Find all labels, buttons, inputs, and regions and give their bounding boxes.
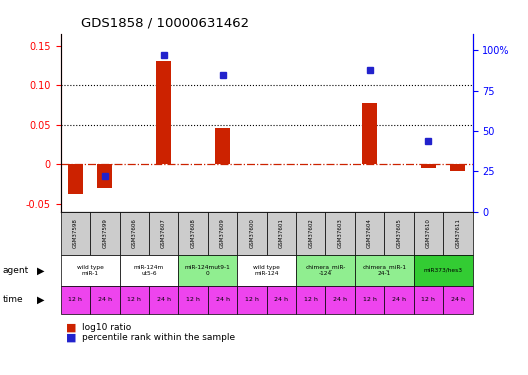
Text: GSM37602: GSM37602 xyxy=(308,219,313,248)
Text: chimera_miR-1
24-1: chimera_miR-1 24-1 xyxy=(362,265,407,276)
Text: time: time xyxy=(3,296,23,304)
Text: 24 h: 24 h xyxy=(333,297,347,302)
Text: ▶: ▶ xyxy=(37,266,44,275)
Text: 12 h: 12 h xyxy=(245,297,259,302)
Text: 12 h: 12 h xyxy=(186,297,200,302)
Text: chimera_miR-
-124: chimera_miR- -124 xyxy=(305,265,346,276)
Text: GSM37605: GSM37605 xyxy=(397,219,401,248)
Text: miR373/hes3: miR373/hes3 xyxy=(423,268,463,273)
Text: GSM37606: GSM37606 xyxy=(132,219,137,248)
Text: GSM37607: GSM37607 xyxy=(161,219,166,248)
Text: GSM37604: GSM37604 xyxy=(367,219,372,248)
Text: ■: ■ xyxy=(66,333,77,342)
Text: GSM37610: GSM37610 xyxy=(426,219,431,248)
Text: 12 h: 12 h xyxy=(69,297,82,302)
Text: 24 h: 24 h xyxy=(215,297,230,302)
Text: miR-124mut9-1
0: miR-124mut9-1 0 xyxy=(185,265,231,276)
Text: GSM37599: GSM37599 xyxy=(102,219,107,248)
Text: GDS1858 / 10000631462: GDS1858 / 10000631462 xyxy=(81,17,249,30)
Text: GSM37609: GSM37609 xyxy=(220,219,225,248)
Text: 24 h: 24 h xyxy=(392,297,406,302)
Text: ■: ■ xyxy=(66,323,77,333)
Text: wild type
miR-124: wild type miR-124 xyxy=(253,265,280,276)
Text: 24 h: 24 h xyxy=(451,297,465,302)
Text: percentile rank within the sample: percentile rank within the sample xyxy=(82,333,235,342)
Text: 24 h: 24 h xyxy=(157,297,171,302)
Bar xyxy=(156,62,171,164)
Text: GSM37603: GSM37603 xyxy=(338,219,343,248)
Text: 12 h: 12 h xyxy=(363,297,376,302)
Bar xyxy=(450,164,465,171)
Text: agent: agent xyxy=(3,266,29,275)
Bar xyxy=(421,164,436,168)
Text: log10 ratio: log10 ratio xyxy=(82,323,131,332)
Text: GSM37601: GSM37601 xyxy=(279,219,284,248)
Bar xyxy=(215,128,230,164)
Text: GSM37611: GSM37611 xyxy=(455,219,460,248)
Bar xyxy=(68,164,83,194)
Text: 12 h: 12 h xyxy=(127,297,141,302)
Text: 24 h: 24 h xyxy=(98,297,112,302)
Text: GSM37598: GSM37598 xyxy=(73,219,78,248)
Bar xyxy=(98,164,112,188)
Text: GSM37600: GSM37600 xyxy=(249,219,254,248)
Text: 12 h: 12 h xyxy=(304,297,318,302)
Text: 12 h: 12 h xyxy=(421,297,436,302)
Text: wild type
miR-1: wild type miR-1 xyxy=(77,265,103,276)
Text: GSM37608: GSM37608 xyxy=(191,219,195,248)
Text: ▶: ▶ xyxy=(37,295,44,305)
Text: miR-124m
ut5-6: miR-124m ut5-6 xyxy=(134,265,164,276)
Text: 24 h: 24 h xyxy=(275,297,288,302)
Bar xyxy=(362,103,377,164)
